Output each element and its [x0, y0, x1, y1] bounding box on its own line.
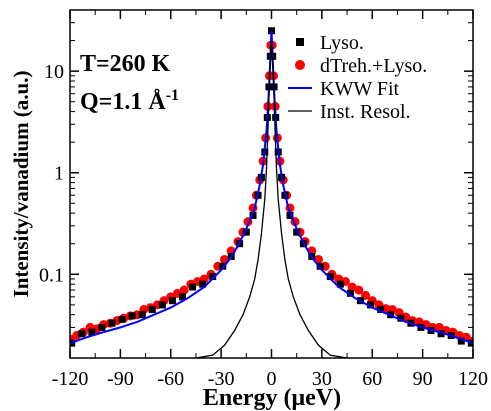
- y-tick-label: 10: [44, 61, 64, 83]
- data-point-lyso: [367, 301, 375, 309]
- q-annotation-unit: Å: [148, 89, 166, 115]
- data-point-lyso: [346, 289, 354, 297]
- data-point-lyso: [128, 312, 136, 320]
- x-tick-label: -90: [107, 368, 134, 390]
- data-point-lyso: [168, 297, 176, 305]
- y-tick-label: 1: [54, 163, 64, 185]
- legend-label-dtreh-lyso: dTreh.+Lyso.: [320, 55, 427, 77]
- x-axis-label: Energy (μeV): [203, 385, 341, 411]
- data-point-dtreh-lyso: [347, 282, 357, 292]
- data-point-lyso: [377, 306, 385, 314]
- data-point-lyso: [242, 228, 250, 236]
- legend-label-kww-fit: KWW Fit: [320, 78, 400, 100]
- data-group: [70, 27, 473, 358]
- legend-label-inst-resol: Inst. Resol.: [320, 101, 411, 123]
- data-point-lyso: [88, 328, 96, 336]
- data-point-lyso: [118, 315, 126, 323]
- q-annotation: Q=1.1 Å-1: [80, 87, 179, 115]
- x-tick-label: -120: [52, 368, 89, 390]
- x-tick-label: 0: [267, 368, 277, 390]
- x-tick-label: -30: [208, 368, 235, 390]
- data-point-lyso: [148, 306, 156, 314]
- x-tick-label: 30: [312, 368, 332, 390]
- data-point-lyso: [457, 337, 465, 345]
- series-line-inst-resol: [195, 40, 348, 358]
- data-point-lyso: [293, 228, 301, 236]
- series-line-kww-fit: [70, 30, 473, 345]
- data-point-dtreh-lyso: [354, 285, 364, 295]
- data-point-lyso: [437, 330, 445, 338]
- x-tick-label: 90: [413, 368, 433, 390]
- y-tick-label: 0.1: [39, 264, 64, 286]
- data-point-lyso: [179, 293, 187, 301]
- legend-marker-dtreh-lyso: [295, 60, 305, 70]
- data-point-lyso: [316, 262, 324, 270]
- q-annotation-exponent: -1: [166, 87, 179, 104]
- plot-layer: [70, 27, 473, 358]
- q-annotation-prefix: Q=1.1: [80, 89, 148, 115]
- data-point-lyso: [158, 301, 166, 309]
- data-point-lyso: [199, 280, 207, 288]
- data-point-lyso: [98, 323, 106, 331]
- x-tick-label: -60: [157, 368, 184, 390]
- x-tick-label: 120: [458, 368, 488, 390]
- legend-label-lyso: Lyso.: [320, 32, 364, 54]
- data-point-lyso: [326, 273, 334, 281]
- data-point-lyso: [209, 273, 217, 281]
- y-axis-label: Intensity/vanadium (a.u.): [9, 71, 33, 298]
- temperature-annotation: T=260 K: [80, 51, 171, 77]
- data-point-lyso: [249, 211, 257, 219]
- data-point-dtreh-lyso: [434, 322, 444, 332]
- legend-marker-lyso: [296, 38, 304, 46]
- data-point-lyso: [286, 211, 294, 219]
- data-point-lyso: [78, 330, 86, 338]
- data-point-dtreh-lyso: [179, 285, 189, 295]
- tick-layer: -120 -90 -60 -30 0 30 60 90 120 0.1 1 10: [39, 9, 488, 390]
- data-point-lyso: [219, 262, 227, 270]
- data-point-lyso: [189, 283, 197, 291]
- data-point-lyso: [336, 280, 344, 288]
- data-point-lyso: [138, 311, 146, 319]
- x-tick-label: 60: [362, 368, 382, 390]
- data-point-lyso: [108, 319, 116, 327]
- data-point-lyso: [397, 314, 405, 322]
